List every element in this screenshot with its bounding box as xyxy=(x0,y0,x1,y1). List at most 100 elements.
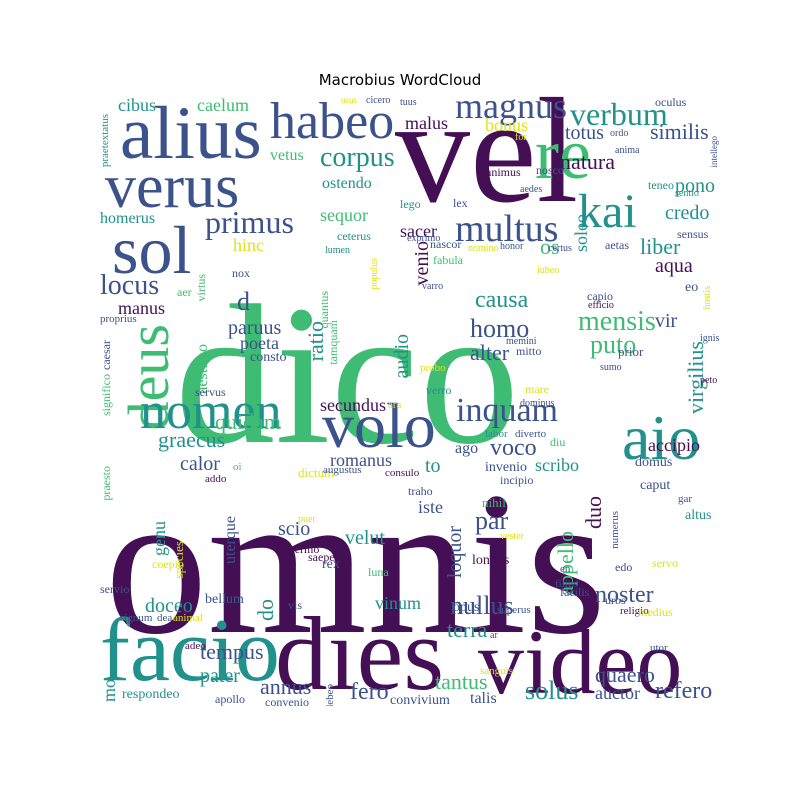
word-pater: pater xyxy=(200,665,240,687)
word-addo: addo xyxy=(205,473,227,485)
word-nascor: nascor xyxy=(430,237,462,251)
word-iubeo: iubeo xyxy=(537,265,560,276)
word-mo: mo xyxy=(100,679,119,703)
word-urbs: urbs xyxy=(605,593,626,607)
word-audio: audio xyxy=(391,334,413,379)
word-vel: vel xyxy=(395,96,579,234)
word-facio: facio xyxy=(100,601,280,700)
word-alius: alius xyxy=(120,96,262,175)
word-uterque: uterque xyxy=(222,516,239,564)
word-calor: calor xyxy=(180,453,220,475)
word-locus: locus xyxy=(100,270,160,301)
word-puto: puto xyxy=(590,330,637,359)
word-vis: vis xyxy=(288,598,303,612)
word-ara: ara xyxy=(388,399,402,411)
word-domus: domus xyxy=(635,455,673,470)
word-tuus: tuus xyxy=(400,97,417,108)
word-credo: credo xyxy=(665,202,710,224)
word-dea: dea xyxy=(157,612,173,624)
word-praetextatus: praetextatus xyxy=(100,114,111,168)
word-servo: servo xyxy=(652,556,678,570)
word-secundus: secundus xyxy=(320,395,386,415)
word-servio: servio xyxy=(100,582,130,596)
word-liber: liber xyxy=(640,234,681,259)
word-sequor: sequor xyxy=(320,205,368,225)
word-talis: talis xyxy=(470,690,497,707)
word-intellego: intellego xyxy=(709,136,719,168)
word-puer: puer xyxy=(298,514,316,525)
word-lego: lego xyxy=(400,197,421,211)
word-anima: anima xyxy=(615,145,640,156)
word-scribo: scribo xyxy=(535,455,579,475)
word-filius: filius xyxy=(555,578,578,590)
word-bonus: bonus xyxy=(485,115,529,135)
word-sensus: sensus xyxy=(677,227,709,241)
word-causa: causa xyxy=(475,287,529,313)
word-refero: refero xyxy=(655,678,713,704)
word-signum: signum xyxy=(120,612,153,624)
word-caesar: caesar xyxy=(100,340,113,370)
word-aetas: aetas xyxy=(605,238,629,252)
word-apollo: apollo xyxy=(215,692,245,706)
word-volo: volo xyxy=(322,390,436,461)
word-mitto: mitto xyxy=(516,344,542,358)
word-ignis: ignis xyxy=(700,333,720,344)
word-fabula: fabula xyxy=(433,253,463,267)
word-teneo: teneo xyxy=(648,178,674,192)
word-nihil: nihil xyxy=(482,495,506,510)
word-magnus: magnus xyxy=(455,96,567,126)
word-dies: dies xyxy=(275,595,445,706)
word-proprius: proprius xyxy=(100,313,137,325)
word-dictum: dictum xyxy=(298,465,335,480)
word-varro: varro xyxy=(422,281,444,292)
word-ar: ar xyxy=(490,630,498,641)
word-debeo: debeo xyxy=(324,684,336,706)
word-mensis: mensis xyxy=(578,306,656,337)
word-vester: vester xyxy=(500,531,524,542)
word-nox: nox xyxy=(232,266,250,280)
word-mare: mare xyxy=(525,382,549,396)
word-kai: kai xyxy=(578,185,637,238)
word-saepe: saepe xyxy=(308,550,335,564)
word-auctor: auctor xyxy=(595,683,640,703)
word-sermo: sermo xyxy=(290,542,320,556)
word-consto: consto xyxy=(250,350,287,365)
word-caput: caput xyxy=(640,478,671,493)
word-manus: manus xyxy=(118,298,165,318)
word-ago: ago xyxy=(455,440,479,457)
word-tempus: tempus xyxy=(200,639,264,664)
word-ostendo: ostendo xyxy=(322,175,372,192)
chart-title: Macrobius WordCloud xyxy=(318,71,482,89)
word-facilis: facilis xyxy=(560,585,590,599)
word-caelum: caelum xyxy=(197,96,249,115)
word-d: d xyxy=(237,287,250,316)
word-aedes: aedes xyxy=(520,184,543,195)
word-traho: traho xyxy=(408,484,433,498)
word-invenio: invenio xyxy=(485,460,527,475)
word-alter: alter xyxy=(470,340,510,365)
word-utor: utor xyxy=(650,642,668,654)
word-virtus: virtus xyxy=(194,274,208,302)
word-similis: similis xyxy=(650,119,709,144)
word-nomen: nomen xyxy=(140,383,282,440)
word-probo: probo xyxy=(420,362,446,374)
word-augustus: augustus xyxy=(323,464,362,476)
word-significo: significo xyxy=(100,374,113,416)
word-rex: rex xyxy=(322,557,340,572)
word-animus: animus xyxy=(486,165,521,179)
word-cicero: cicero xyxy=(366,96,391,106)
word-aer: aer xyxy=(177,285,192,299)
word-sumo: sumo xyxy=(600,362,622,373)
word-nosco: nosco xyxy=(536,163,564,177)
word-ordo: ordo xyxy=(610,128,629,139)
word-peto: peto xyxy=(700,375,718,386)
word-sacer: sacer xyxy=(400,221,437,241)
word-vinum: vinum xyxy=(375,593,422,613)
word-praesto: praesto xyxy=(100,466,113,501)
word-incipio: incipio xyxy=(500,473,534,487)
word-graecus: graecus xyxy=(158,427,226,452)
word-efficio: efficio xyxy=(588,300,614,311)
word-velut: velut xyxy=(345,527,385,549)
word-memini: memini xyxy=(506,336,537,347)
word-omnis: omnis xyxy=(105,450,607,677)
